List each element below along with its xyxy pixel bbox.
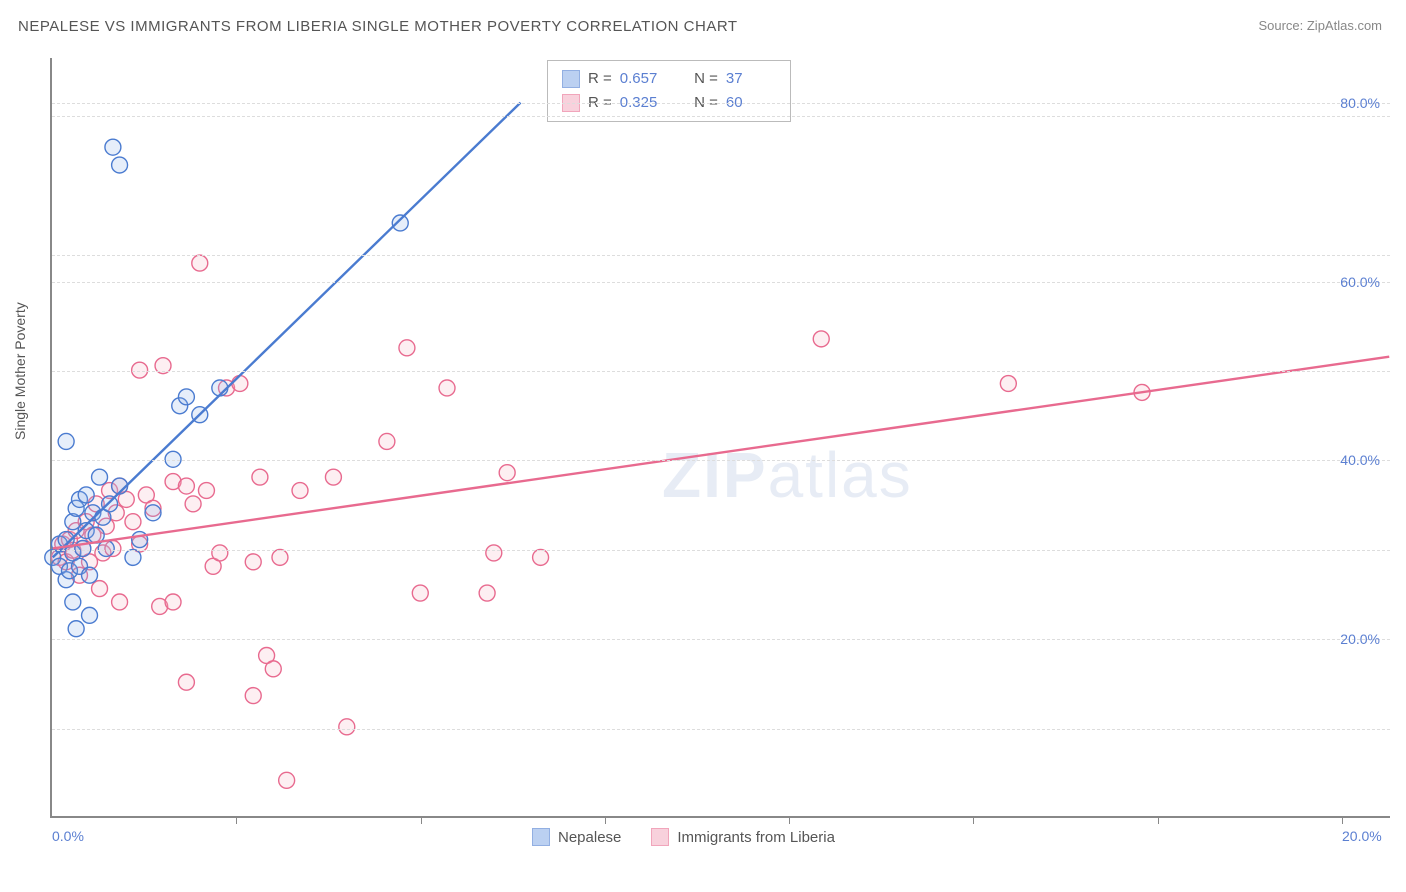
liberia-point xyxy=(185,496,201,512)
nepalese-point xyxy=(178,389,194,405)
x-tick-mark xyxy=(421,816,422,824)
liberia-point xyxy=(125,514,141,530)
x-tick-label: 0.0% xyxy=(52,828,84,844)
y-tick-label: 80.0% xyxy=(1340,95,1380,111)
liberia-point xyxy=(813,331,829,347)
liberia-point xyxy=(112,594,128,610)
gridline-h-minor xyxy=(52,116,1390,117)
liberia-point xyxy=(412,585,428,601)
y-tick-label: 60.0% xyxy=(1340,274,1380,290)
liberia-point xyxy=(178,478,194,494)
gridline-h-minor xyxy=(52,550,1390,551)
nepalese-point xyxy=(65,594,81,610)
nepalese-point xyxy=(145,505,161,521)
gridline-h-minor xyxy=(52,255,1390,256)
gridline-h xyxy=(52,460,1390,461)
nepalese-swatch xyxy=(562,70,580,88)
nepalese-point xyxy=(392,215,408,231)
nepalese-point xyxy=(112,157,128,173)
liberia-point xyxy=(252,469,268,485)
legend-item-nepalese: Nepalese xyxy=(532,828,621,846)
x-tick-mark xyxy=(789,816,790,824)
stat-r-label: R = xyxy=(588,67,612,91)
liberia-point xyxy=(245,554,261,570)
liberia-point xyxy=(165,594,181,610)
stats-row-nepalese: R = 0.657 N = 37 xyxy=(562,67,776,91)
liberia-point xyxy=(339,719,355,735)
liberia-point xyxy=(92,581,108,597)
liberia-point xyxy=(198,483,214,499)
x-tick-mark xyxy=(1342,816,1343,824)
nepalese-point xyxy=(132,532,148,548)
stats-box: R =0.657 N =37R =0.325 N =60 xyxy=(547,60,791,122)
nepalese-point xyxy=(165,451,181,467)
nepalese-point xyxy=(92,469,108,485)
liberia-point xyxy=(178,674,194,690)
x-tick-label: 20.0% xyxy=(1342,828,1382,844)
y-tick-label: 40.0% xyxy=(1340,452,1380,468)
liberia-trendline xyxy=(53,357,1389,549)
x-tick-mark xyxy=(973,816,974,824)
x-tick-mark xyxy=(605,816,606,824)
liberia-point xyxy=(265,661,281,677)
source-label: Source: ZipAtlas.com xyxy=(1258,18,1382,33)
legend: Nepalese Immigrants from Liberia xyxy=(532,828,835,846)
nepalese-point xyxy=(98,540,114,556)
liberia-point xyxy=(292,483,308,499)
liberia-point xyxy=(192,255,208,271)
legend-label: Nepalese xyxy=(558,829,621,846)
nepalese-point xyxy=(78,487,94,503)
nepalese-point xyxy=(125,549,141,565)
liberia-point xyxy=(499,465,515,481)
x-tick-mark xyxy=(236,816,237,824)
stat-n-value: 37 xyxy=(726,67,776,91)
liberia-legend-swatch xyxy=(651,828,669,846)
nepalese-legend-swatch xyxy=(532,828,550,846)
gridline-h-minor xyxy=(52,371,1390,372)
plot-area: ZIPatlas R =0.657 N =37R =0.325 N =60 Ne… xyxy=(50,58,1390,818)
nepalese-point xyxy=(68,621,84,637)
nepalese-point xyxy=(58,433,74,449)
chart-title: NEPALESE VS IMMIGRANTS FROM LIBERIA SING… xyxy=(18,18,738,35)
liberia-point xyxy=(486,545,502,561)
liberia-point xyxy=(379,433,395,449)
liberia-point xyxy=(272,549,288,565)
nepalese-point xyxy=(82,567,98,583)
liberia-point xyxy=(212,545,228,561)
gridline-h xyxy=(52,639,1390,640)
liberia-point xyxy=(479,585,495,601)
liberia-point xyxy=(245,688,261,704)
liberia-point xyxy=(439,380,455,396)
liberia-point xyxy=(533,549,549,565)
nepalese-point xyxy=(82,607,98,623)
liberia-point xyxy=(1000,376,1016,392)
y-tick-label: 20.0% xyxy=(1340,631,1380,647)
scatter-svg xyxy=(52,58,1390,816)
liberia-point xyxy=(279,772,295,788)
liberia-point xyxy=(325,469,341,485)
legend-item-liberia: Immigrants from Liberia xyxy=(651,828,835,846)
gridline-h xyxy=(52,282,1390,283)
stat-r-value: 0.657 xyxy=(620,67,670,91)
nepalese-point xyxy=(105,139,121,155)
legend-label: Immigrants from Liberia xyxy=(677,829,835,846)
gridline-h-minor xyxy=(52,729,1390,730)
x-tick-mark xyxy=(1158,816,1159,824)
liberia-point xyxy=(232,376,248,392)
chart-container: NEPALESE VS IMMIGRANTS FROM LIBERIA SING… xyxy=(0,0,1406,892)
y-axis-label: Single Mother Poverty xyxy=(12,302,28,440)
stat-n-label: N = xyxy=(694,67,718,91)
gridline-h xyxy=(52,103,1390,104)
liberia-point xyxy=(399,340,415,356)
